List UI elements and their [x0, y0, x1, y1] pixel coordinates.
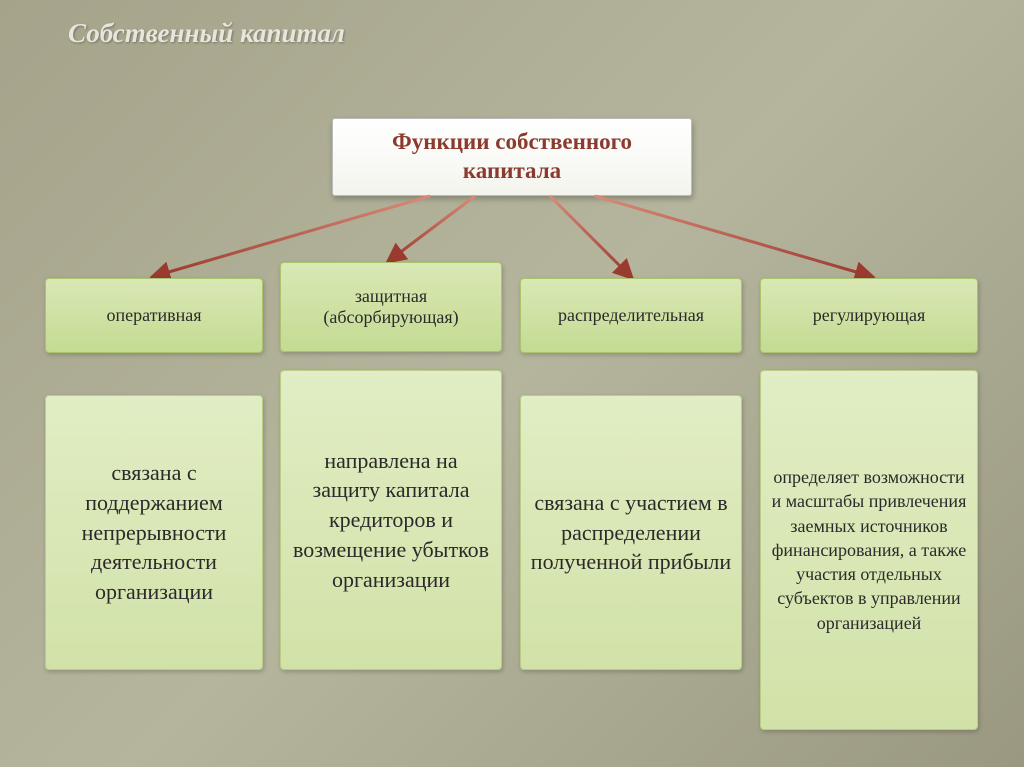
slide-title: Собственный капитал: [68, 18, 345, 49]
function-desc-2: связана с участием в распределении получ…: [520, 395, 742, 670]
function-label-3: регулирующая: [760, 278, 978, 353]
main-title-text: Функции собственного капитала: [353, 128, 671, 186]
arrow-1: [390, 196, 475, 260]
function-label-2: распределительная: [520, 278, 742, 353]
function-label-1: защитная (абсорбирующая): [280, 262, 502, 352]
arrow-2: [550, 196, 630, 276]
arrow-3: [595, 196, 870, 276]
function-desc-3: определяет возможности и масштабы привле…: [760, 370, 978, 730]
main-title-box: Функции собственного капитала: [332, 118, 692, 196]
function-desc-1: направлена на защиту капитала кредиторов…: [280, 370, 502, 670]
function-label-0: оперативная: [45, 278, 263, 353]
function-desc-0: связана с поддержанием непрерывности дея…: [45, 395, 263, 670]
